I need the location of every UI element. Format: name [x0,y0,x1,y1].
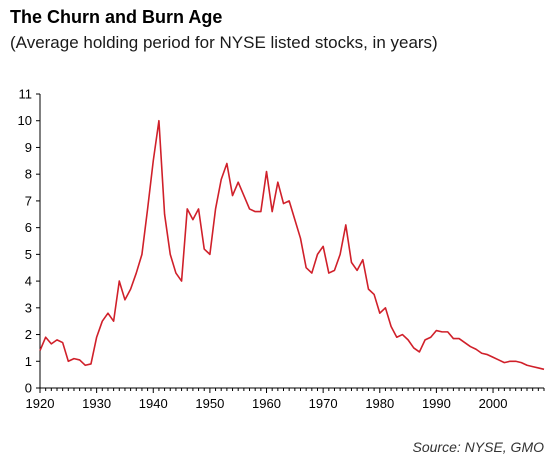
y-tick-label: 6 [25,220,32,235]
chart-title: The Churn and Burn Age [10,7,223,27]
y-axis: 0 1 2 3 4 5 6 7 8 9 10 11 [18,87,41,396]
x-tick-label: 1990 [422,396,451,411]
x-tick-label: 1930 [82,396,111,411]
y-tick-label: 11 [19,87,33,102]
x-tick-label: 2000 [479,396,508,411]
chart-subtitle: (Average holding period for NYSE listed … [10,33,438,52]
series-layer [39,119,545,371]
series-line [39,119,545,371]
y-tick-label: 8 [25,167,32,182]
x-tick-label: 1940 [139,396,168,411]
y-tick-label: 3 [25,300,32,315]
y-tick-label: 2 [25,327,32,342]
y-tick-label: 10 [18,113,32,128]
y-tick-label: 9 [25,140,32,155]
x-tick-label: 1920 [26,396,55,411]
x-tick-label: 1960 [252,396,281,411]
y-tick-label: 7 [25,193,32,208]
x-tick-label: 1980 [365,396,394,411]
x-tick-label: 1970 [309,396,338,411]
y-tick-label: 4 [25,274,32,289]
y-tick-label: 5 [25,247,32,262]
y-tick-label: 1 [25,354,32,369]
source-note: Source: NYSE, GMO [412,439,544,455]
x-axis: 1920 1930 1940 1950 1960 1970 1980 1990 2000 [26,387,545,411]
y-tick-label: 0 [25,381,32,396]
x-tick-label: 1950 [195,396,224,411]
